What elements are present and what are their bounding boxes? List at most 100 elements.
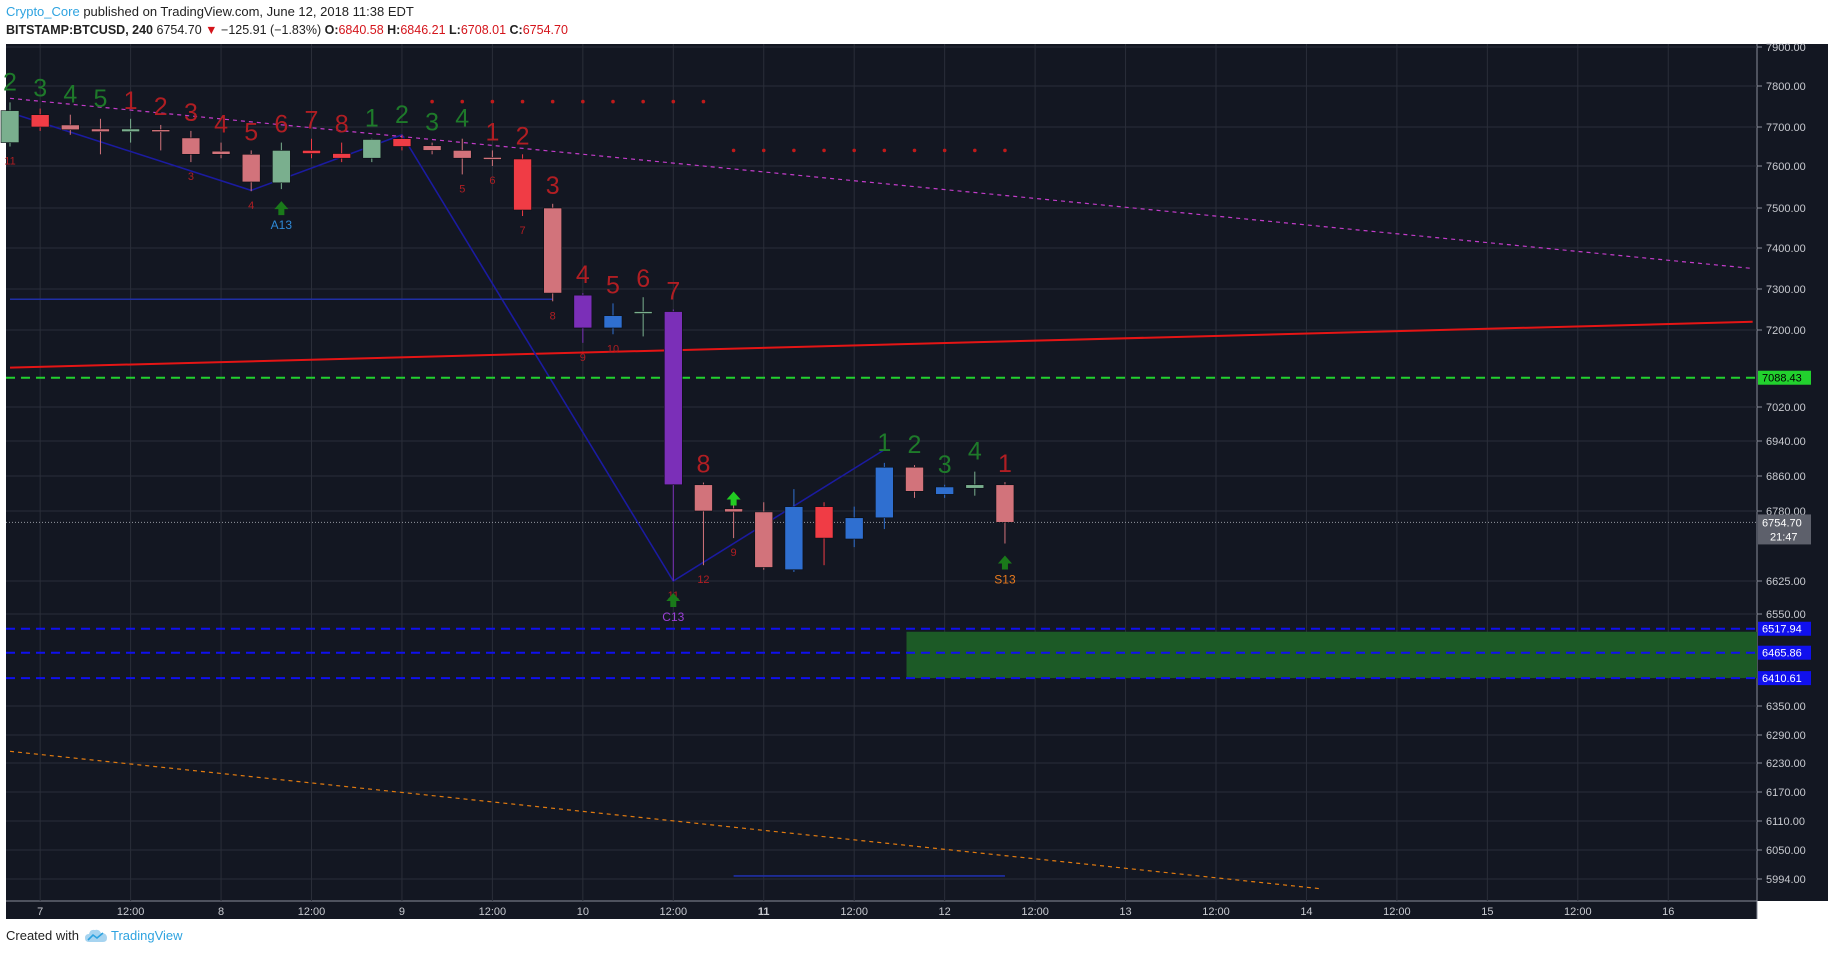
signal-label: A13: [271, 218, 293, 232]
candle-body: [724, 508, 743, 513]
td-count-label: 1: [124, 87, 138, 115]
td-count-label: 4: [576, 261, 590, 289]
created-with-text: Created with: [6, 928, 79, 943]
last-price-label: 6754.70: [1762, 517, 1802, 529]
time-tick-label: 12:00: [840, 906, 868, 918]
td-count-label: 1: [877, 429, 891, 457]
resistance-dot: [882, 148, 887, 153]
symbol-label: BITSTAMP:BTCUSD, 240: [6, 23, 154, 37]
down-arrow-icon: ▼: [205, 23, 218, 37]
countdown-number: 9: [580, 352, 586, 364]
resistance-dot: [973, 148, 977, 153]
resistance-dot: [792, 148, 796, 153]
resistance-dot: [460, 99, 465, 104]
resistance-dot: [641, 99, 645, 104]
signal-label: C13: [662, 610, 684, 624]
candle-body: [60, 124, 80, 131]
level-price-tag: [1758, 370, 1811, 385]
countdown-number: 5: [459, 183, 465, 195]
td-count-label: 4: [63, 81, 77, 109]
tradingview-cloud-icon: [84, 929, 107, 942]
magenta-dashed-trendline: [9, 97, 1753, 270]
level-price-label: 6410.61: [1762, 673, 1802, 685]
resistance-dot: [852, 148, 856, 153]
resistance-dot: [520, 99, 525, 104]
demand-zone: [906, 631, 1757, 679]
red-solid-trendline: [9, 320, 1753, 369]
price-tick-label: 6550.00: [1766, 609, 1806, 621]
countdown-number: 11: [4, 156, 15, 168]
td-count-label: 2: [395, 101, 409, 129]
resistance-dot: [731, 148, 736, 153]
price-tick-label: 7400.00: [1766, 243, 1806, 255]
last-price-tag: [1758, 514, 1811, 545]
resistance-dot: [671, 99, 676, 104]
signal-label: S13: [994, 573, 1016, 587]
time-tick-label: 7: [37, 906, 43, 918]
candle-body: [211, 150, 231, 155]
candle-body: [30, 114, 50, 128]
price-chart[interactable]: 7900.00 7800.00 7700.00 7600.00 7500.00 7400.…: [0, 0, 1828, 930]
up-arrow-icon: [726, 491, 741, 506]
author-link[interactable]: Crypto_Core: [6, 4, 80, 19]
price-tick-label: 6940.00: [1766, 436, 1806, 448]
time-tick-label: 12: [939, 906, 951, 918]
candle-body: [332, 153, 351, 159]
price-tick-label: 7700.00: [1766, 122, 1806, 134]
price-tick-label: 6290.00: [1766, 730, 1806, 742]
up-arrow-icon: [666, 593, 681, 607]
ohlc-line: BITSTAMP:BTCUSD, 240 6754.70 ▼ −125.91 (…: [6, 21, 568, 39]
time-tick-label: 15: [1481, 906, 1493, 918]
time-tick-label: 12:00: [479, 906, 507, 918]
td-count-label: 3: [184, 99, 198, 127]
time-tick-label: 12:00: [298, 906, 326, 918]
tradingview-label: TradingView: [110, 928, 183, 943]
td-count-label: 7: [305, 107, 319, 135]
candle-body: [754, 511, 774, 568]
price-tick-label: 7600.00: [1766, 161, 1806, 173]
time-tick-label: 12:00: [660, 906, 688, 918]
td-count-label: 8: [696, 451, 710, 479]
td-count-label: 5: [244, 118, 258, 146]
td-count-label: 4: [968, 438, 982, 466]
countdown-number: 4: [248, 200, 254, 212]
candle-body: [302, 150, 321, 154]
td-count-label: 1: [998, 450, 1012, 478]
candle-body: [513, 158, 532, 211]
resistance-dot: [611, 99, 615, 104]
candle-body: [121, 128, 140, 132]
candle-body: [965, 484, 985, 489]
time-axis-background: [6, 901, 1757, 919]
published-text: published on TradingView.com, June 12, 2…: [79, 4, 414, 19]
time-tick-label: 11: [758, 906, 770, 918]
level-price-label: 6517.94: [1762, 624, 1802, 636]
candle-body: [452, 150, 472, 159]
resistance-dot: [490, 99, 495, 104]
td-count-label: 5: [93, 85, 107, 113]
price-tick-label: 7500.00: [1766, 203, 1806, 215]
footer: Created with TradingView: [6, 928, 183, 943]
resistance-dot: [822, 148, 826, 153]
td-count-label: 3: [938, 451, 952, 479]
td-count-label: 8: [335, 111, 349, 139]
price-tick-label: 6230.00: [1766, 758, 1806, 770]
price-tick-label: 6170.00: [1766, 787, 1806, 799]
close-label: C:: [509, 23, 523, 37]
low-value: 6708.01: [460, 23, 507, 37]
candle-body: [844, 517, 864, 540]
candle-body: [181, 137, 201, 155]
publish-line: Crypto_Core published on TradingView.com…: [6, 3, 568, 21]
td-count-label: 1: [365, 105, 379, 133]
price-tick-label: 7200.00: [1766, 325, 1806, 337]
price-tick-label: 6050.00: [1766, 845, 1806, 857]
price-tick-label: 6860.00: [1766, 471, 1806, 483]
time-tick-label: 12:00: [1021, 906, 1049, 918]
level-price-label: 6465.86: [1762, 648, 1802, 660]
resistance-dot: [581, 99, 585, 104]
high-label: H:: [387, 23, 401, 37]
candle-body: [392, 138, 412, 147]
price-tick-label: 5994.00: [1766, 874, 1806, 886]
tradingview-brand[interactable]: TradingView: [84, 928, 183, 943]
countdown-number: 8: [550, 310, 556, 322]
price-axis-background: [1757, 44, 1828, 901]
